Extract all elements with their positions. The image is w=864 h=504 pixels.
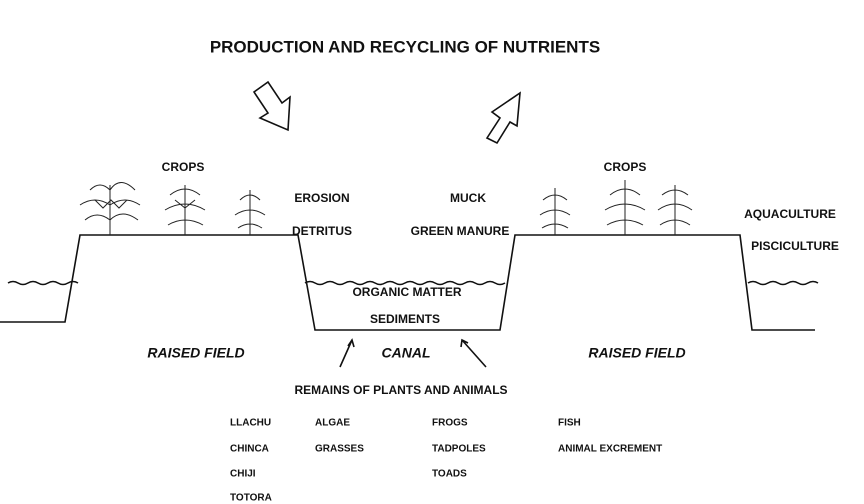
label: GREEN MANURE	[411, 224, 510, 238]
label: AQUACULTURE	[744, 207, 836, 221]
list-item: FROGS	[432, 418, 468, 429]
label: CROPS	[162, 160, 205, 174]
diagram: PRODUCTION AND RECYCLING OF NUTRIENTS CR…	[0, 0, 864, 504]
list-item: GRASSES	[315, 444, 364, 455]
list-item: TADPOLES	[432, 444, 486, 455]
place-label: RAISED FIELD	[147, 345, 244, 361]
list-item: FISH	[558, 418, 581, 429]
list-item: TOADS	[432, 469, 467, 480]
plants	[80, 180, 692, 235]
arrow-out	[487, 93, 520, 143]
list-item: ALGAE	[315, 418, 350, 429]
water	[305, 282, 505, 285]
title: PRODUCTION AND RECYCLING OF NUTRIENTS	[210, 37, 600, 56]
pointer	[340, 340, 354, 367]
label: EROSION	[294, 191, 349, 205]
list-item: ANIMAL EXCREMENT	[558, 444, 662, 455]
pointer	[461, 340, 486, 367]
list-item: CHINCA	[230, 444, 269, 455]
label: DETRITUS	[292, 224, 352, 238]
arrow-in	[254, 82, 290, 130]
place-label: CANAL	[382, 345, 431, 361]
water	[748, 282, 818, 285]
list-item: LLACHU	[230, 418, 271, 429]
place-label: RAISED FIELD	[588, 345, 685, 361]
list-item: CHIJI	[230, 469, 256, 480]
label: MUCK	[450, 191, 486, 205]
label: PISCICULTURE	[751, 239, 839, 253]
label: CROPS	[604, 160, 647, 174]
list-item: TOTORA	[230, 493, 272, 504]
label: SEDIMENTS	[370, 312, 440, 326]
remains-label: REMAINS OF PLANTS AND ANIMALS	[294, 383, 507, 397]
water	[8, 282, 78, 285]
label: ORGANIC MATTER	[352, 285, 461, 299]
